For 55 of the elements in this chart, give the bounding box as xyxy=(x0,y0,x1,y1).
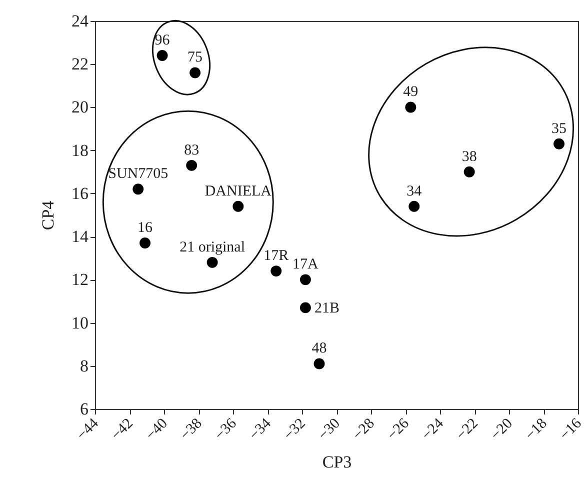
point xyxy=(554,138,564,150)
x-tick-label: −16 xyxy=(556,415,586,444)
point xyxy=(156,50,168,61)
point xyxy=(186,160,198,171)
series-label: 16 xyxy=(138,220,154,236)
point xyxy=(270,266,282,277)
y-tick-label: 20 xyxy=(72,98,88,117)
x-tick-label: −30 xyxy=(315,416,344,444)
x-tick-label: −32 xyxy=(280,416,309,444)
x-tick-label: −20 xyxy=(488,416,516,444)
series-label: DANIELA xyxy=(204,183,272,200)
y-tick-label: 10 xyxy=(72,313,88,332)
x-tick-label: −42 xyxy=(108,416,136,444)
x-tick-label: −34 xyxy=(246,415,275,444)
series-label: 21 original xyxy=(180,239,246,256)
series-label: 21B xyxy=(314,300,340,317)
point xyxy=(190,67,201,78)
x-tick-label: −36 xyxy=(212,415,240,444)
y-axis-title: CP4 xyxy=(38,200,58,230)
point xyxy=(132,184,144,195)
y-tick-label: 8 xyxy=(80,356,88,376)
point xyxy=(405,102,416,113)
x-tick-label: −40 xyxy=(142,416,171,444)
series-label: 75 xyxy=(188,50,203,66)
x-tick-label: −26 xyxy=(384,415,413,444)
point xyxy=(300,302,311,314)
x-tick-label: −24 xyxy=(418,415,448,444)
point xyxy=(140,238,150,248)
series-label: SUN7705 xyxy=(108,166,168,182)
series-label: 96 xyxy=(154,32,170,48)
y-tick-label: 14 xyxy=(72,227,89,246)
x-axis-title: CP3 xyxy=(322,452,352,472)
series-label: 49 xyxy=(403,84,418,100)
y-tick-label: 12 xyxy=(72,270,88,290)
y-tick-label: 22 xyxy=(72,54,88,74)
point xyxy=(206,256,218,268)
series-label: 83 xyxy=(184,142,200,158)
series-label: 34 xyxy=(406,183,422,200)
series-label: 38 xyxy=(462,148,477,165)
x-tick-label: −18 xyxy=(522,416,550,444)
series-label: 17A xyxy=(292,256,319,273)
point xyxy=(300,274,311,286)
point xyxy=(408,200,420,212)
y-tick-label: 24 xyxy=(72,12,89,30)
y-tick-label: 16 xyxy=(72,184,88,203)
series-label: 17R xyxy=(264,248,289,264)
series-label: 48 xyxy=(312,340,327,357)
point xyxy=(464,166,475,178)
x-tick-label: −28 xyxy=(350,416,378,444)
x-tick-label: −22 xyxy=(453,416,482,444)
series-label: 35 xyxy=(552,120,567,137)
y-tick-label: 18 xyxy=(72,140,88,160)
x-tick-label: −38 xyxy=(177,416,206,444)
point xyxy=(232,200,244,212)
point xyxy=(314,358,325,370)
